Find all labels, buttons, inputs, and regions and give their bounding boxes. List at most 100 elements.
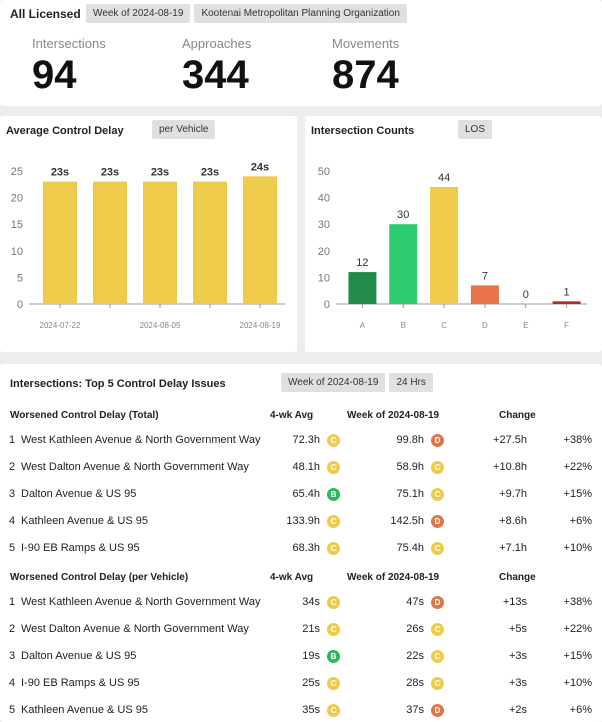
table-row[interactable]: 1 West Kathleen Avenue & North Government… — [0, 427, 602, 454]
change-percent: +22% — [563, 461, 592, 473]
table-row[interactable]: 4 I-90 EB Ramps & US 95 25s 28s +3s +10% C C — [0, 670, 602, 697]
y-tick-label: 5 — [17, 272, 23, 284]
intersection-counts-card: Intersection Counts LOS 0 10 20 30 40 50 12 A 30… — [305, 116, 602, 352]
y-tick-label: 40 — [318, 193, 330, 205]
issues-section: Worsened Control Delay (per Vehicle) 4-wk… — [0, 567, 602, 722]
los-badge: D — [431, 596, 444, 609]
intersection-name: Dalton Avenue & US 95 — [21, 650, 137, 662]
week-value: 47s — [406, 596, 424, 608]
hours-filter-pill[interactable]: 24 Hrs — [389, 373, 433, 392]
issues-section: Worsened Control Delay (Total) 4-wk Avg We… — [0, 405, 602, 562]
average-control-delay-card: Average Control Delay per Vehicle 0 5 10 15… — [0, 116, 297, 352]
row-rank: 4 — [9, 677, 16, 689]
y-tick-label: 20 — [11, 193, 23, 205]
week-filter-pill[interactable]: Week of 2024-08-19 — [281, 373, 386, 392]
table-row[interactable]: 5 Kathleen Avenue & US 95 35s 37s +2s +6% C D — [0, 697, 602, 722]
data-label: 1 — [564, 286, 570, 298]
change-value: +3s — [508, 650, 527, 662]
los-badge: C — [431, 488, 444, 501]
change-percent: +38% — [563, 596, 592, 608]
week-value: 37s — [406, 704, 424, 716]
table-row[interactable]: 2 West Dalton Avenue & North Government W… — [0, 454, 602, 481]
chart-title: Average Control Delay — [6, 125, 124, 137]
column-header: Change — [499, 572, 536, 583]
table-row[interactable]: 1 West Kathleen Avenue & North Government… — [0, 589, 602, 616]
x-tick-label: 2024-08-19 — [240, 321, 281, 330]
table-row[interactable]: 3 Dalton Avenue & US 95 65.4h 75.1h +9.7h +15… — [0, 481, 602, 508]
change-value: +7.1h — [499, 542, 527, 554]
week-value: 26s — [406, 623, 424, 635]
row-rank: 5 — [9, 542, 16, 554]
change-percent: +6% — [569, 704, 592, 716]
change-percent: +10% — [563, 542, 592, 554]
per-vehicle-pill[interactable]: per Vehicle — [152, 120, 216, 139]
los-badge: C — [431, 461, 444, 474]
los-badge: C — [327, 461, 340, 474]
change-percent: +15% — [563, 650, 592, 662]
intersection-name: West Kathleen Avenue & North Government … — [21, 434, 261, 446]
change-percent: +38% — [563, 434, 592, 446]
x-tick-label: A — [360, 321, 366, 330]
table-title: Intersections: Top 5 Control Delay Issue… — [10, 378, 226, 390]
y-tick-label: 10 — [11, 246, 23, 258]
four-week-average: 35s — [302, 704, 320, 716]
bar — [470, 285, 499, 304]
row-rank: 3 — [9, 488, 16, 500]
change-percent: +15% — [563, 488, 592, 500]
intersection-name: West Dalton Avenue & North Government Wa… — [21, 623, 249, 635]
organization-filter-pill[interactable]: Kootenai Metropolitan Planning Organizat… — [194, 4, 407, 23]
intersection-name: I-90 EB Ramps & US 95 — [21, 677, 140, 689]
bar — [93, 181, 127, 304]
los-pill[interactable]: LOS — [458, 120, 493, 139]
intersection-counts-chart: 0 10 20 30 40 50 12 A 30 B 44 C 7 D 0 E 1 F — [318, 166, 587, 330]
bar — [389, 224, 418, 304]
week-value: 142.5h — [390, 515, 424, 527]
four-week-average: 65.4h — [292, 488, 320, 500]
row-rank: 4 — [9, 515, 16, 527]
los-badge: C — [431, 542, 444, 555]
week-filter-pill[interactable]: Week of 2024-08-19 — [86, 4, 191, 23]
bar — [43, 181, 77, 304]
table-row[interactable]: 5 I-90 EB Ramps & US 95 68.3h 75.4h +7.1h +10… — [0, 535, 602, 562]
los-badge: C — [327, 596, 340, 609]
average-control-delay-chart: 0 5 10 15 20 25 23s 2024-07-22 23s 23s 2024-08-05 2… — [11, 161, 285, 330]
row-rank: 1 — [9, 434, 16, 446]
los-badge: C — [327, 434, 340, 447]
intersection-name: Kathleen Avenue & US 95 — [21, 515, 149, 527]
table-row[interactable]: 4 Kathleen Avenue & US 95 133.9h 142.5h +8.6… — [0, 508, 602, 535]
data-label: 30 — [397, 209, 409, 221]
table-row[interactable]: 2 West Dalton Avenue & North Government W… — [0, 616, 602, 643]
column-header: Worsened Control Delay (per Vehicle) — [10, 572, 189, 583]
data-label: 23s — [151, 167, 169, 179]
y-tick-label: 0 — [324, 299, 330, 311]
four-week-average: 48.1h — [292, 461, 320, 473]
intersection-name: West Dalton Avenue & North Government Wa… — [21, 461, 249, 473]
four-week-average: 68.3h — [292, 542, 320, 554]
change-value: +3s — [508, 677, 527, 689]
bar — [552, 301, 581, 304]
los-badge: D — [431, 515, 444, 528]
los-badge: C — [431, 677, 444, 690]
stat-value: 874 — [332, 53, 399, 97]
week-value: 99.8h — [396, 434, 424, 446]
change-value: +13s — [502, 596, 527, 608]
bar — [348, 272, 377, 304]
x-tick-label: F — [564, 321, 569, 330]
data-label: 23s — [51, 167, 69, 179]
column-header: Week of 2024-08-19 — [347, 572, 440, 583]
column-header: 4-wk Avg — [270, 572, 314, 583]
y-tick-label: 30 — [318, 219, 330, 231]
y-tick-label: 50 — [318, 166, 330, 178]
week-value: 58.9h — [396, 461, 424, 473]
four-week-average: 34s — [302, 596, 320, 608]
stat-intersections: Intersections 94 — [32, 36, 106, 97]
table-row[interactable]: 3 Dalton Avenue & US 95 19s 22s +3s +15% B C — [0, 643, 602, 670]
bar — [243, 176, 277, 304]
chart-title: Intersection Counts — [311, 125, 415, 137]
x-tick-label: 2024-08-05 — [140, 321, 181, 330]
intersection-name: West Kathleen Avenue & North Government … — [21, 596, 261, 608]
four-week-average: 133.9h — [286, 515, 320, 527]
change-value: +5s — [508, 623, 527, 635]
x-tick-label: 2024-07-22 — [40, 321, 81, 330]
los-badge: D — [431, 434, 444, 447]
